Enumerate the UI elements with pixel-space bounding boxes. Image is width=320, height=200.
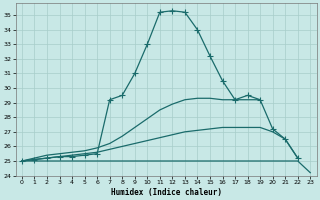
X-axis label: Humidex (Indice chaleur): Humidex (Indice chaleur) <box>111 188 221 197</box>
